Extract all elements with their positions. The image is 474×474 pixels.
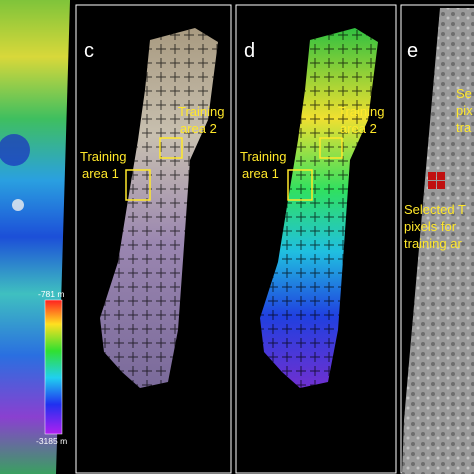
annotation: Training <box>338 104 384 119</box>
crater <box>12 199 24 211</box>
training-box <box>159 137 183 159</box>
selected-pixel <box>428 172 436 180</box>
panel-label: c <box>84 40 94 62</box>
colorbar-min: -3185 m <box>36 436 67 446</box>
annotation: area 1 <box>82 166 119 181</box>
annotation: Training <box>240 149 286 164</box>
training-box <box>125 169 151 201</box>
annotation: Selected T <box>404 202 466 217</box>
annotation: area 1 <box>242 166 279 181</box>
panel-label: d <box>244 40 255 62</box>
image-strip <box>260 28 378 388</box>
training-box <box>319 137 343 159</box>
selected-pixel <box>437 181 445 189</box>
annotation: Se <box>456 86 472 101</box>
annotation: pixels for <box>404 219 457 234</box>
colorbar-max: -781 m <box>38 289 64 299</box>
annotation: training ar <box>404 236 462 251</box>
annotation: area 2 <box>340 121 377 136</box>
annotation: pix <box>456 103 473 118</box>
annotation: Training <box>80 149 126 164</box>
training-box <box>287 169 313 201</box>
colorbar <box>44 299 63 435</box>
image-strip <box>100 28 218 388</box>
annotation: Training <box>178 104 224 119</box>
crater <box>0 134 30 166</box>
annotation: area 2 <box>180 121 217 136</box>
selected-pixel <box>437 172 445 180</box>
surface-image <box>402 8 474 474</box>
panel-label: e <box>407 40 418 62</box>
annotation: tra <box>456 120 472 135</box>
selected-pixel <box>428 181 436 189</box>
